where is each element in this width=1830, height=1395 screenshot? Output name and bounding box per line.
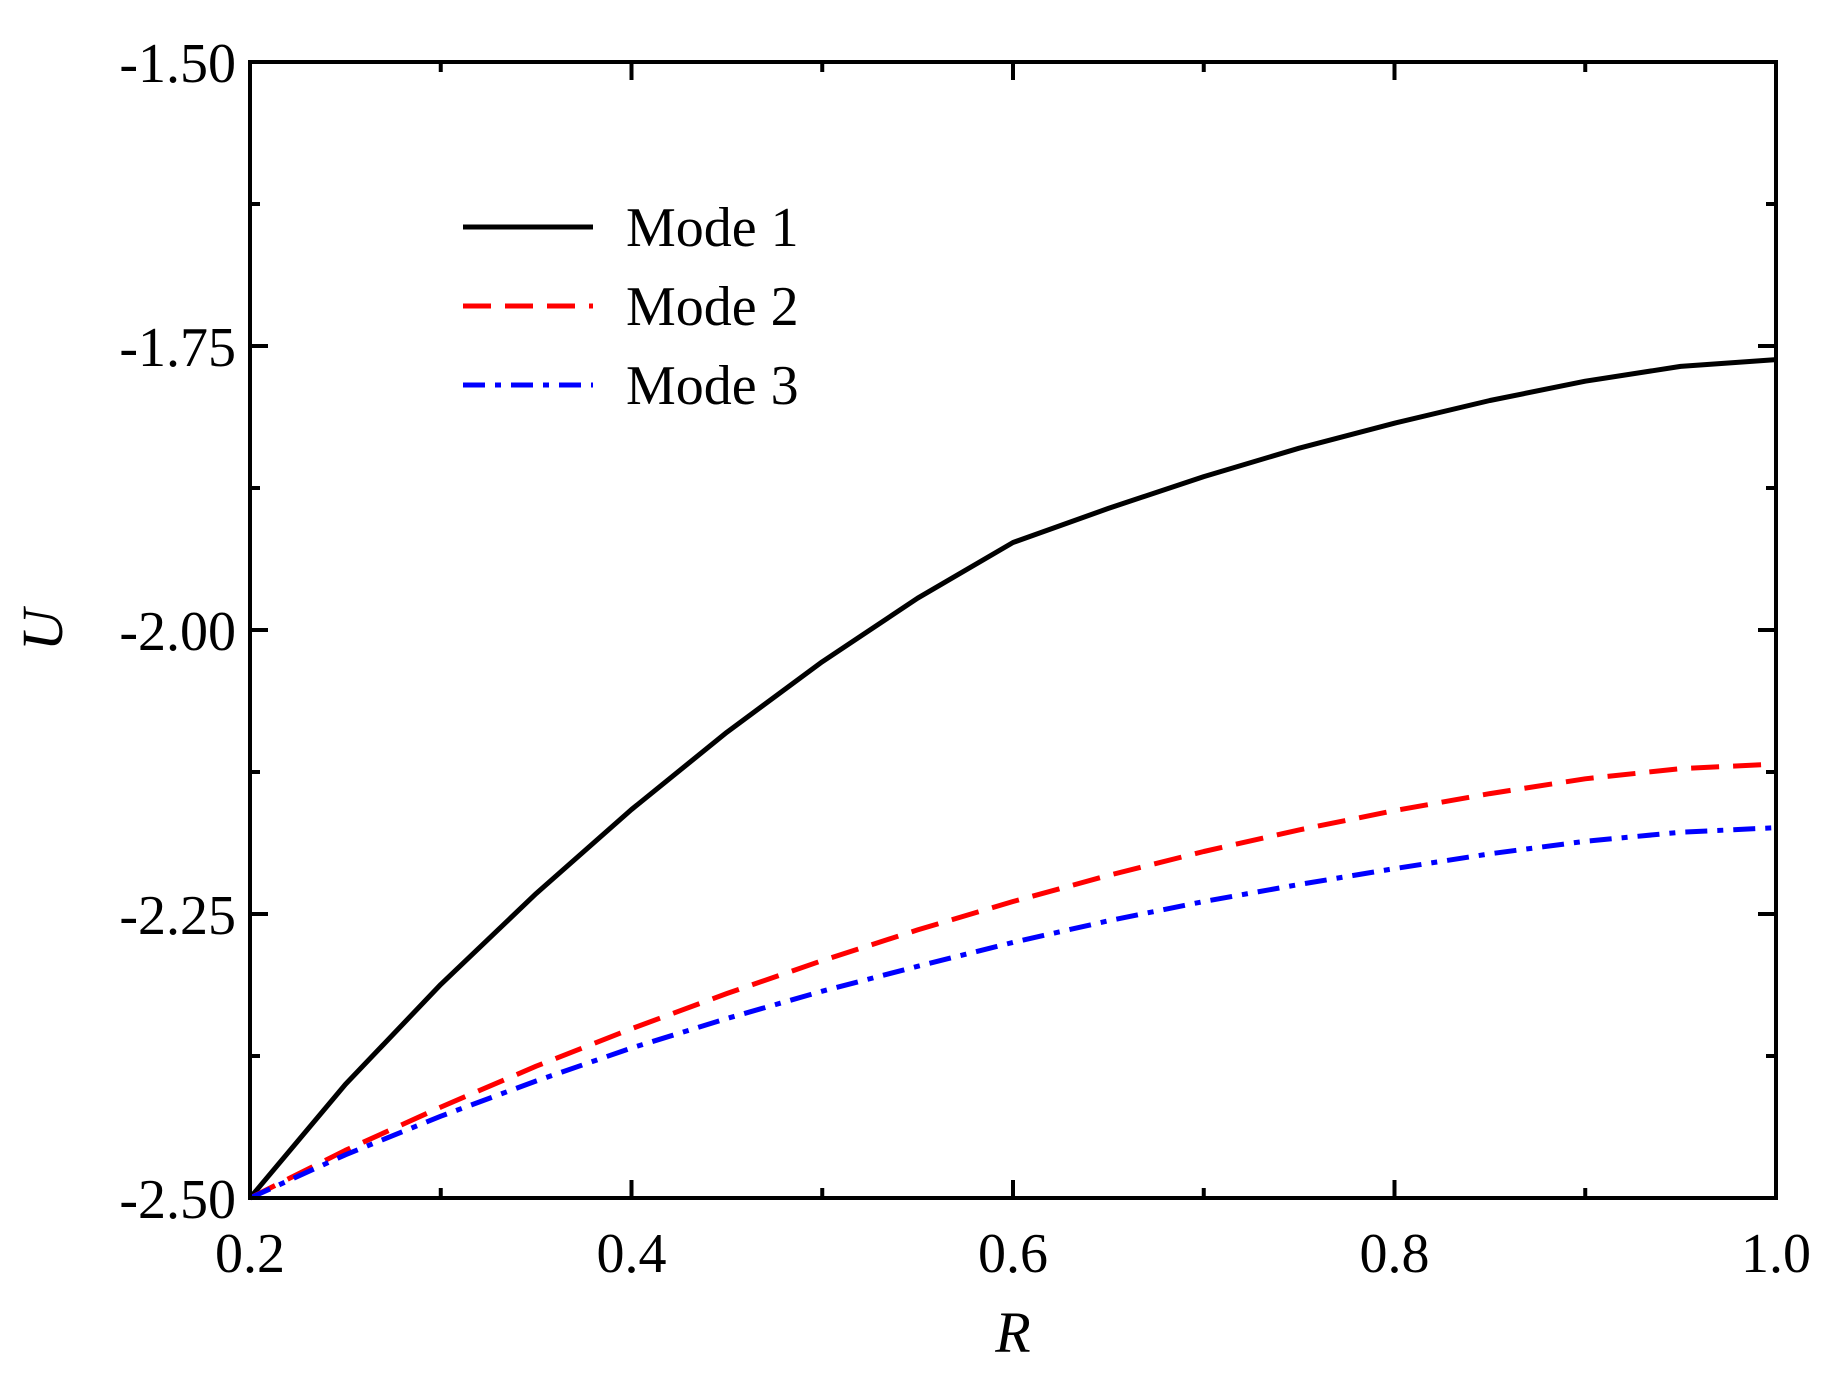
x-tick-label: 0.4 [597, 1223, 667, 1285]
legend-label-3: Mode 3 [626, 355, 799, 417]
legend-label-1: Mode 1 [626, 197, 799, 259]
series-line-1 [248, 357, 1777, 1200]
plot-series [248, 357, 1777, 1201]
series-line-3 [248, 825, 1777, 1201]
y-axis-title: U [10, 605, 75, 651]
x-axis-title: R [994, 1300, 1030, 1365]
axis-ticks [248, 60, 1778, 1200]
y-tick-label: -2.25 [119, 885, 236, 947]
x-tick-label: 1.0 [1741, 1223, 1811, 1285]
y-tick-label: -1.50 [119, 33, 236, 95]
tick-labels: 0.2 0.4 0.6 0.8 1.0 -2.50 -2.25 -2.00 -1.75 -1.50 [119, 33, 1811, 1285]
series-line-2 [248, 761, 1777, 1201]
plot-frame [248, 60, 1778, 1200]
y-tick-label: -2.00 [119, 601, 236, 663]
legend-label-2: Mode 2 [626, 276, 799, 338]
legend: Mode 1 Mode 2 Mode 3 [463, 197, 799, 417]
y-tick-label: -2.50 [119, 1169, 236, 1231]
x-tick-label: 0.2 [215, 1223, 285, 1285]
x-tick-label: 0.8 [1360, 1223, 1430, 1285]
x-tick-label: 0.6 [978, 1223, 1048, 1285]
y-tick-label: -1.75 [119, 317, 236, 379]
